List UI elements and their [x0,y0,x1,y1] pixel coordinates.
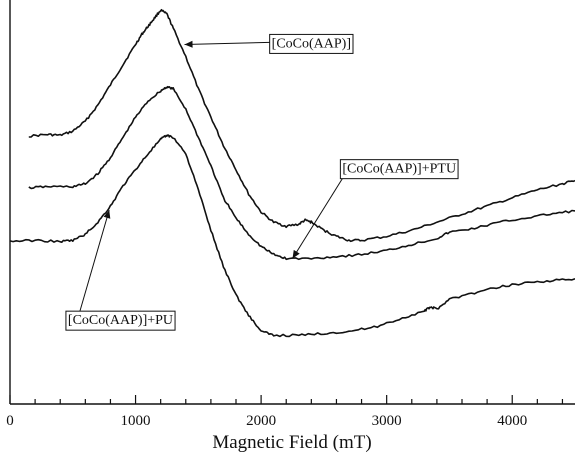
annotation-arrowhead [184,40,193,48]
series-line [28,8,575,243]
annotation-arrowhead [103,210,111,219]
x-axis-title: Magnetic Field (mT) [212,432,371,453]
annotation-box [65,310,176,331]
x-axis-ticks [9,395,564,404]
x-tick-label: 4000 [497,413,527,429]
annotation-label: [CoCo(AAP)] [272,36,351,51]
annotation-leader [79,209,110,312]
annotation: [CoCo(AAP)]+PU [65,209,176,331]
annotation-label: [CoCo(AAP)]+PTU [342,162,456,177]
annotation-box [269,33,354,54]
annotation: [CoCo(AAP)] [184,33,354,54]
series-line [9,134,575,338]
annotation-leader [184,41,270,45]
series-line [28,85,575,261]
series-lines [9,8,575,338]
annotation-arrowhead [292,249,300,259]
x-axis-tick-labels: 0 1000 2000 3000 4000 [6,413,527,429]
annotation-label: [CoCo(AAP)]+PU [68,313,173,328]
x-tick-label: 2000 [246,413,276,429]
x-tick-label: 3000 [372,413,402,429]
annotation-leader [292,178,343,259]
plot-frame [9,0,575,405]
annotation-box [339,159,459,180]
annotations: [CoCo(AAP)] [CoCo(AAP)]+PTU [CoCo(AAP)]+PU [65,33,459,331]
x-tick-label: 1000 [121,413,151,429]
annotation: [CoCo(AAP)]+PTU [292,159,459,259]
x-tick-label: 0 [6,413,14,429]
